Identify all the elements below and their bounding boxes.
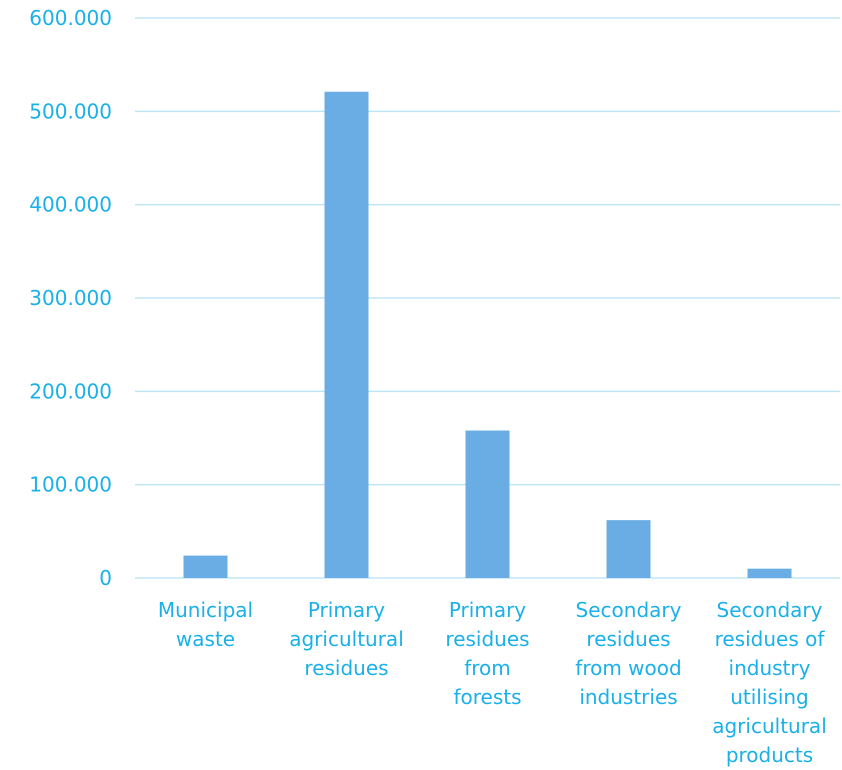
bar (183, 555, 228, 578)
x-category-label-line: utilising (730, 685, 809, 709)
bar (324, 91, 369, 578)
x-category-label-line: Secondary (717, 598, 823, 622)
x-category-label-line: Secondary (576, 598, 682, 622)
x-category-label: Secondary residues of industry utilising agr… (712, 598, 827, 767)
y-tick-label: 500.000 (29, 99, 112, 123)
bar (465, 430, 510, 578)
gridlines (135, 17, 840, 579)
x-category-label-line: residues of (715, 627, 826, 651)
y-tick-label: 0 (99, 566, 112, 590)
bar (747, 568, 792, 578)
y-tick-label: 100.000 (29, 473, 112, 497)
x-category-label-line: agricultural (289, 627, 404, 651)
x-category-label: Primary residues from forests (445, 598, 529, 709)
y-tick-label: 600.000 (29, 6, 112, 30)
x-axis-categories: Municipal waste Primary agricultural residue… (158, 598, 827, 767)
bars (183, 91, 792, 578)
x-category-label-line: industry (729, 656, 811, 680)
x-category-label-line: Primary (449, 598, 526, 622)
x-category-label-line: Municipal (158, 598, 253, 622)
x-category-label-line: industries (579, 685, 677, 709)
y-tick-label: 300.000 (29, 286, 112, 310)
y-axis-ticks: 0 100.000 200.000 300.000 400.000 500.000 600.… (29, 6, 112, 590)
y-tick-label: 200.000 (29, 379, 112, 403)
x-category-label: Primary agricultural residues (289, 598, 404, 680)
x-category-label-line: residues (304, 656, 388, 680)
x-category-label-line: waste (176, 627, 235, 651)
bar (606, 520, 651, 578)
x-category-label: Municipal waste (158, 598, 253, 651)
x-category-label-line: forests (453, 685, 521, 709)
x-category-label: Secondary residues from wood industries (575, 598, 681, 709)
x-category-label-line: residues (586, 627, 670, 651)
x-category-label-line: products (726, 743, 813, 767)
x-category-label-line: Primary (308, 598, 385, 622)
x-category-label-line: agricultural (712, 714, 827, 738)
y-tick-label: 400.000 (29, 193, 112, 217)
x-category-label-line: residues (445, 627, 529, 651)
x-category-label-line: from wood (575, 656, 681, 680)
x-category-label-line: from (464, 656, 511, 680)
